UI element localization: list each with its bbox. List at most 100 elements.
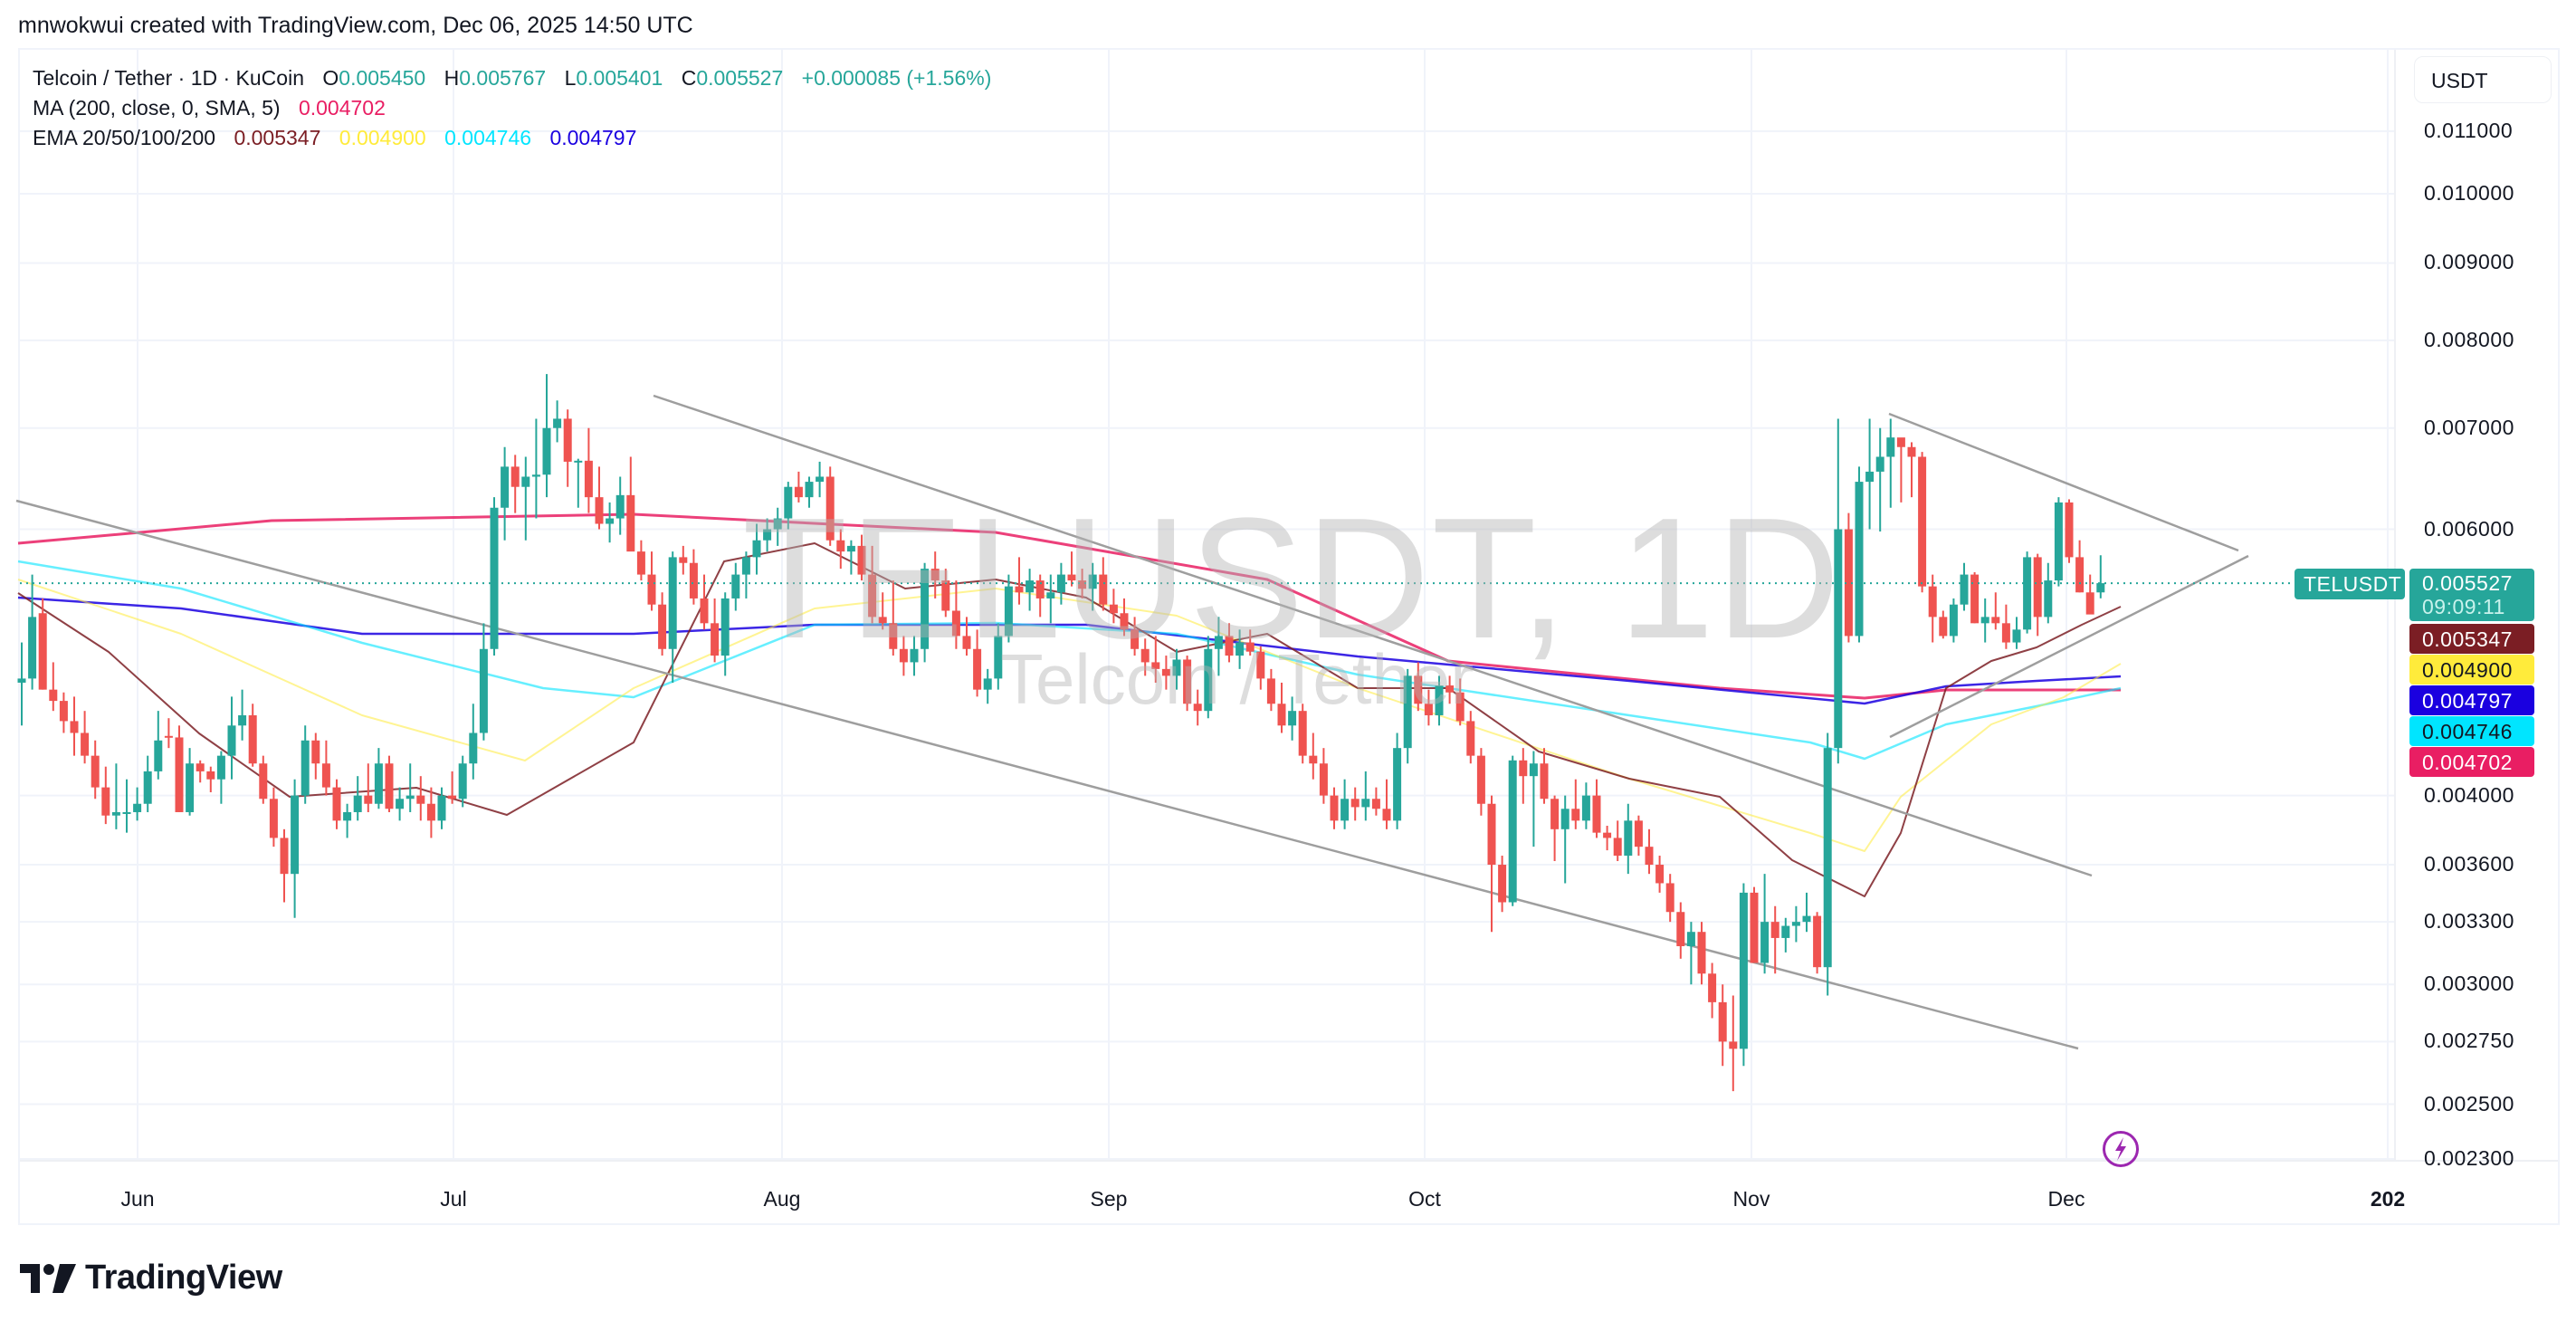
candle-down (679, 557, 688, 563)
candle-down (1131, 629, 1140, 649)
ma-label: MA (200, close, 0, SMA, 5) (33, 96, 281, 120)
time-tick-label: Aug (763, 1187, 801, 1211)
candle-down (1540, 763, 1549, 800)
candle-up (1686, 932, 1695, 947)
candle-up (2096, 583, 2105, 593)
candle-down (321, 763, 330, 788)
candle-down (878, 617, 887, 624)
ema100-line (17, 560, 2122, 761)
candle-up (1403, 675, 1412, 749)
ema50-tag: 0.004900 (2409, 655, 2534, 685)
candle-down (70, 721, 79, 733)
last-price-tag: 0.005527 09:09:11 (2409, 569, 2534, 621)
time-tick-label: Oct (1408, 1187, 1441, 1211)
candle-up (1949, 604, 1958, 637)
ema20-tag: 0.005347 (2409, 624, 2534, 654)
candle-down (1371, 799, 1380, 809)
candle-down (1099, 574, 1108, 605)
candle-down (1750, 892, 1759, 963)
candle-up (752, 540, 761, 558)
candle-down (962, 636, 971, 649)
chart-legend: Telcoin / Tether · 1D · KuCoin O0.005450… (33, 63, 991, 153)
candle-down (2033, 557, 2042, 618)
symbol-tag: TELUSDT (2295, 569, 2405, 599)
candle-up (1204, 648, 1213, 712)
triangle-upper-trendline (1888, 412, 2239, 552)
candle-down (1550, 799, 1560, 829)
legend-ma-row[interactable]: MA (200, close, 0, SMA, 5) 0.004702 (33, 93, 991, 123)
candle-down (1225, 636, 1234, 656)
ema20-line (17, 542, 2122, 897)
candle-down (1120, 613, 1129, 630)
candle-down (1592, 795, 1601, 833)
candle-down (175, 737, 184, 812)
legend-ema-row[interactable]: EMA 20/50/100/200 0.005347 0.004900 0.00… (33, 123, 991, 153)
candle-down (1498, 865, 1507, 903)
change-value: +0.000085 (+1.56%) (801, 66, 992, 90)
symbol-title: Telcoin / Tether · 1D · KuCoin (33, 66, 304, 90)
candle-down (700, 598, 709, 624)
candle-down (1266, 678, 1275, 704)
candle-down (81, 733, 90, 756)
candle-up (731, 574, 740, 598)
candle-up (1855, 482, 1864, 637)
candle-up (542, 427, 551, 475)
candle-down (1655, 865, 1665, 884)
candle-up (1236, 642, 1245, 656)
candle-down (280, 838, 289, 875)
candle-up (2054, 502, 2063, 581)
candle-up (606, 518, 615, 524)
price-tick-label: 0.002750 (2424, 1029, 2514, 1053)
ema200-value: 0.004797 (549, 126, 637, 149)
candle-down (1256, 651, 1265, 679)
candle-up (186, 763, 195, 812)
price-tick-label: 0.008000 (2424, 327, 2514, 351)
candle-down (1015, 586, 1024, 593)
candle-down (825, 476, 835, 541)
candle-up (1960, 574, 1969, 605)
candle-down (1697, 932, 1706, 974)
price-tick-label: 0.010000 (2424, 181, 2514, 206)
candle-down (1140, 648, 1150, 663)
candle-down (91, 755, 100, 788)
lightning-icon[interactable] (2102, 1130, 2140, 1168)
candle-up (2023, 557, 2032, 630)
price-tick-label: 0.006000 (2424, 516, 2514, 541)
legend-symbol-row[interactable]: Telcoin / Tether · 1D · KuCoin O0.005450… (33, 63, 991, 93)
candle-down (1613, 838, 1622, 857)
price-tick-label: 0.003300 (2424, 909, 2514, 934)
open-value: 0.005450 (339, 66, 426, 90)
candle-up (784, 486, 793, 519)
candle-down (1445, 685, 1455, 693)
candle-down (636, 551, 645, 575)
candle-up (490, 507, 499, 649)
triangle-lower-trendline (1889, 554, 2249, 739)
candle-down (416, 795, 425, 804)
candle-down (1183, 659, 1192, 704)
candle-up (301, 740, 310, 796)
candle-up (2012, 629, 2021, 643)
time-tick-label: Nov (1732, 1187, 1770, 1211)
candle-down (385, 763, 394, 809)
candle-down (1330, 795, 1339, 821)
ema50-value: 0.004900 (339, 126, 426, 149)
watermark-name: Telcoin / Tether (1000, 639, 1474, 719)
time-tick-label: Dec (2047, 1187, 2085, 1211)
candle-up (17, 678, 26, 683)
candle-down (311, 740, 320, 764)
candle-down (2001, 623, 2010, 643)
candle-up (921, 569, 930, 649)
price-tick-label: 0.002500 (2424, 1091, 2514, 1116)
candle-down (563, 418, 572, 462)
candle-down (930, 569, 940, 581)
candle-up (983, 678, 992, 690)
tradingview-logo[interactable]: TradingView (20, 1259, 282, 1297)
candle-down (1151, 662, 1160, 669)
candle-down (1896, 437, 1905, 447)
currency-unit-button[interactable]: USDT (2414, 56, 2552, 103)
candle-down (1970, 574, 1980, 624)
candle-down (49, 689, 58, 702)
candle-down (248, 714, 257, 764)
candle-up (1393, 748, 1402, 821)
